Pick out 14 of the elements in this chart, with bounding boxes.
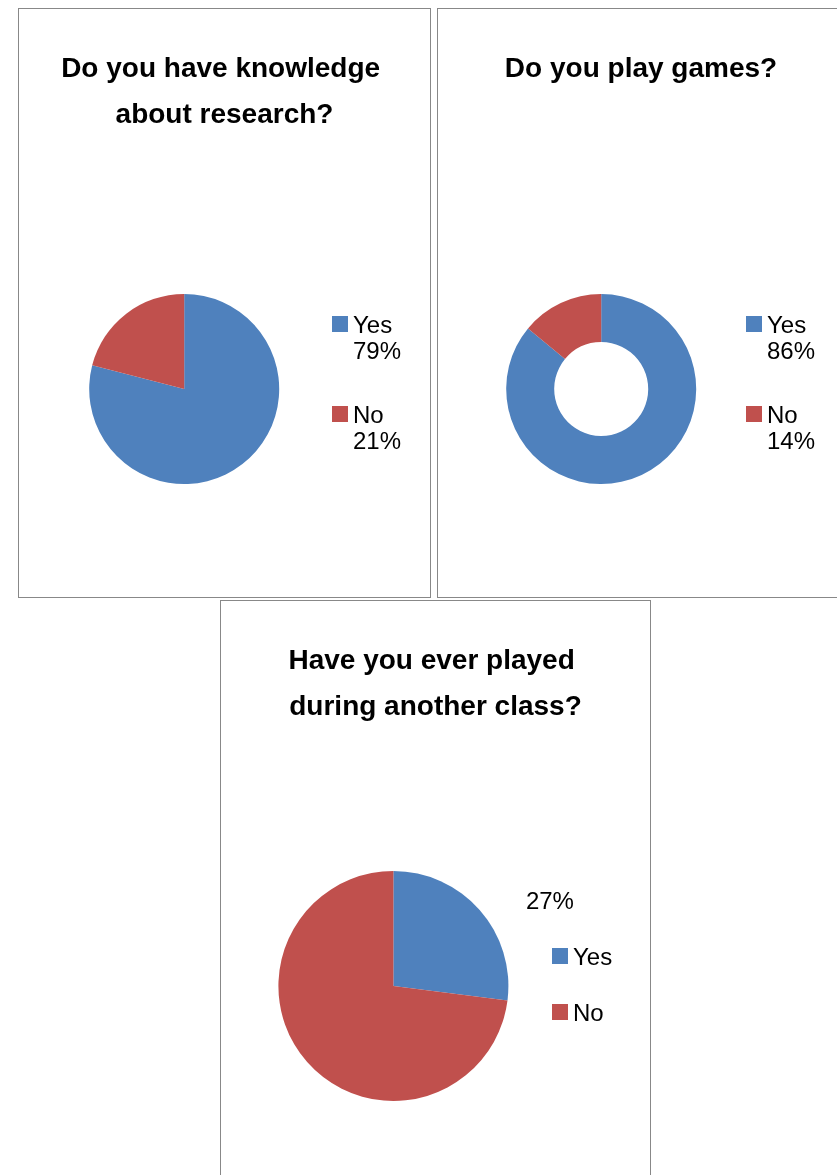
chart-title: Do you play games? <box>504 51 778 83</box>
data-label: 21% <box>353 426 402 454</box>
data-label: 79% <box>353 336 402 364</box>
legend-label: No <box>573 998 604 1026</box>
chart-title: Do you have knowledge about research? <box>61 51 388 129</box>
legend-label: Yes <box>353 310 393 338</box>
data-label: 14% <box>767 426 816 454</box>
legend-label: Yes <box>767 310 807 338</box>
data-label: 86% <box>767 336 816 364</box>
data-label: 27% <box>525 886 574 914</box>
legend-label: No <box>767 400 798 428</box>
legend-label: Yes <box>573 942 613 970</box>
chart-title: Have you ever played during another class? <box>288 643 583 721</box>
legend-label: No <box>353 400 384 428</box>
